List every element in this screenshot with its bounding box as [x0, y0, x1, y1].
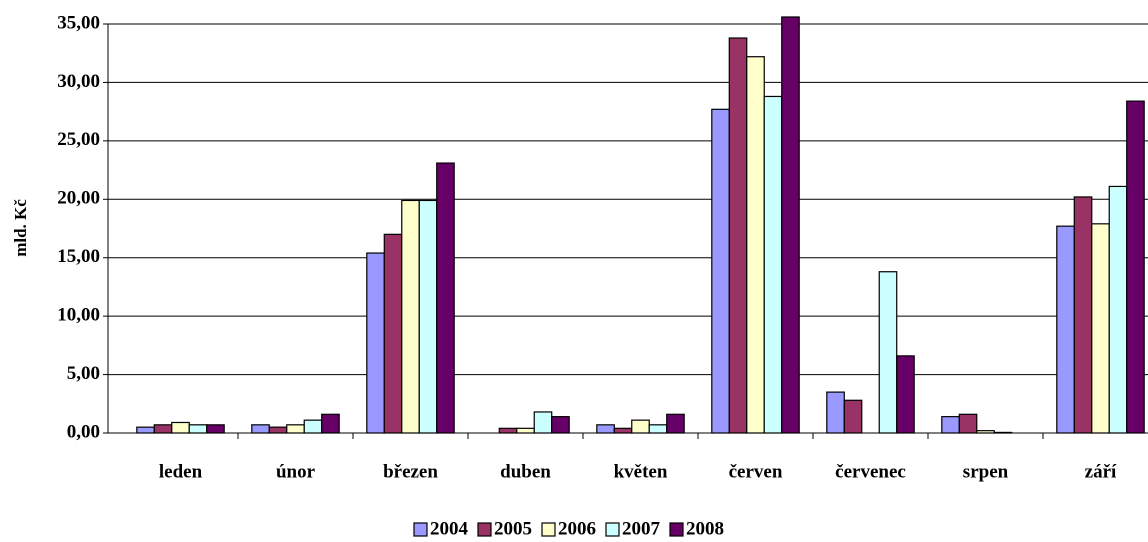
y-axis-label: mld. Kč: [11, 199, 30, 257]
legend-label: 2007: [622, 518, 661, 539]
legend-swatch: [541, 522, 556, 537]
bar: [648, 424, 668, 434]
legend-swatch: [477, 522, 492, 537]
y-tick-label: 15,00: [57, 246, 100, 267]
x-tick-label: srpen: [963, 461, 1009, 482]
y-tick-label: 30,00: [57, 71, 100, 92]
y-tick-label: 10,00: [57, 305, 100, 326]
x-tick-label: květen: [614, 461, 668, 482]
y-tick-label: 35,00: [57, 12, 100, 33]
x-tick-label: leden: [159, 461, 203, 482]
x-tick-label: září: [1085, 461, 1117, 482]
bar: [666, 413, 685, 434]
bar: [401, 199, 420, 434]
bar: [251, 424, 270, 434]
bar: [206, 424, 225, 434]
bar: [436, 162, 455, 434]
bar: [728, 37, 748, 434]
bar: [763, 95, 783, 434]
bar: [418, 199, 438, 434]
legend-swatch: [413, 522, 428, 537]
bar: [188, 424, 208, 434]
y-tick-label: 5,00: [67, 363, 100, 384]
bar: [366, 252, 385, 434]
bar: [1126, 100, 1145, 434]
y-tick-label: 25,00: [57, 129, 100, 150]
bar: [1091, 223, 1110, 434]
bar: [711, 108, 730, 434]
bar: [171, 421, 190, 434]
legend-label: 2004: [430, 518, 469, 539]
y-tick-label: 20,00: [57, 188, 100, 209]
x-tick-label: únor: [276, 461, 316, 482]
x-tick-label: červenec: [835, 461, 906, 482]
legend-label: 2005: [494, 518, 532, 539]
bar: [136, 426, 155, 434]
bar: [596, 424, 615, 434]
bar: [781, 16, 800, 434]
bar: [878, 271, 898, 434]
x-tick-label: červen: [729, 461, 783, 482]
bar: [896, 355, 915, 434]
x-tick-label: březen: [383, 461, 438, 482]
bar: [153, 424, 173, 434]
bar: [746, 56, 765, 434]
bar: [303, 419, 323, 434]
bar: [1073, 196, 1093, 434]
bar: [958, 413, 978, 434]
bar: [383, 233, 403, 434]
bar: [516, 427, 535, 434]
bar: [321, 413, 340, 434]
legend-swatch: [605, 522, 620, 537]
legend-label: 2008: [686, 518, 724, 539]
bar: [1108, 185, 1128, 434]
bar: [498, 427, 518, 434]
bar: [533, 411, 553, 434]
bar: [826, 391, 845, 434]
bar: [613, 427, 633, 434]
legend-label: 2006: [558, 518, 596, 539]
bar: [843, 399, 863, 434]
bar: [631, 419, 650, 434]
bar: [551, 416, 570, 434]
y-tick-label: 0,00: [67, 421, 100, 442]
legend-swatch: [669, 522, 684, 537]
bar: [941, 416, 960, 434]
bar: [286, 424, 305, 434]
x-tick-label: duben: [500, 461, 551, 482]
bar: [268, 426, 288, 434]
bar: [1056, 225, 1075, 434]
